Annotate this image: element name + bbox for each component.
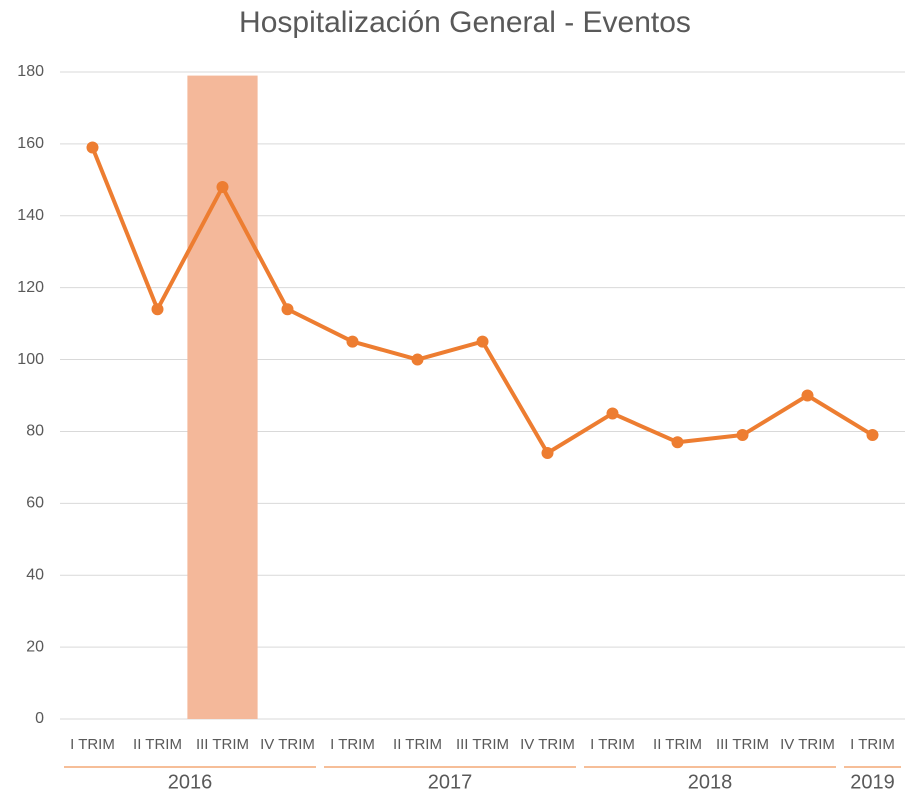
point <box>736 429 749 442</box>
y-tick-label: 160 <box>17 135 44 152</box>
year-label: 2019 <box>850 771 895 793</box>
point <box>216 181 229 194</box>
point <box>86 141 99 154</box>
y-tick-label: 80 <box>26 423 44 440</box>
x-tick-label: IV TRIM <box>780 736 835 753</box>
y-tick-label: 140 <box>17 207 44 224</box>
y-tick-label: 20 <box>26 638 44 655</box>
x-tick-label: III TRIM <box>196 736 249 753</box>
x-tick-label: IV TRIM <box>520 736 575 753</box>
year-label: 2016 <box>168 771 213 793</box>
x-tick-label: I TRIM <box>850 736 895 753</box>
x-tick-label: III TRIM <box>456 736 509 753</box>
x-tick-label: II TRIM <box>653 736 702 753</box>
x-tick-label: II TRIM <box>393 736 442 753</box>
x-tick-label: I TRIM <box>590 736 635 753</box>
y-tick-label: 100 <box>17 351 44 368</box>
point <box>411 353 424 366</box>
point <box>541 447 554 460</box>
year-label: 2018 <box>688 771 733 793</box>
y-tick-label: 40 <box>26 566 44 583</box>
point <box>281 303 294 316</box>
y-tick-label: 180 <box>17 63 44 80</box>
point <box>866 429 879 442</box>
point <box>801 389 814 402</box>
point <box>151 303 164 316</box>
x-tick-label: II TRIM <box>133 736 182 753</box>
y-tick-label: 0 <box>35 710 44 727</box>
y-tick-label: 120 <box>17 279 44 296</box>
x-tick-label: III TRIM <box>716 736 769 753</box>
highlight-bar <box>187 75 258 720</box>
point <box>606 407 619 420</box>
point <box>476 335 489 348</box>
y-tick-label: 60 <box>26 495 44 512</box>
year-label: 2017 <box>428 771 473 793</box>
point <box>346 335 359 348</box>
x-tick-label: I TRIM <box>330 736 375 753</box>
point <box>671 436 684 449</box>
x-tick-label: I TRIM <box>70 736 115 753</box>
x-tick-label: IV TRIM <box>260 736 315 753</box>
chart-title: Hospitalización General - Eventos <box>239 6 691 39</box>
